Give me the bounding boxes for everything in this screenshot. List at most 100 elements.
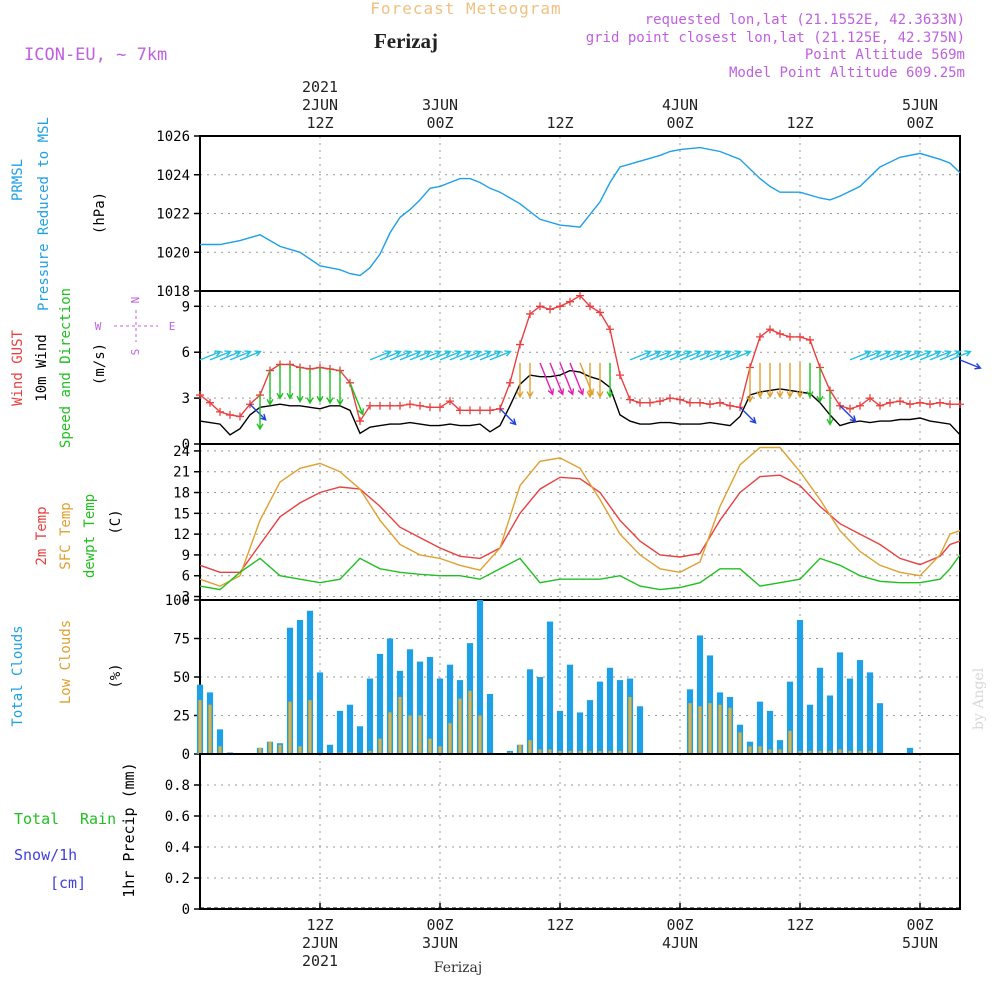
compass-icon: N S W E bbox=[95, 297, 176, 356]
top-tick-label: 12Z bbox=[546, 114, 573, 132]
temp-2m-line bbox=[199, 474, 961, 573]
wind-label-2: Speed and Direction bbox=[58, 288, 74, 448]
low-cloud-bar bbox=[258, 747, 262, 754]
wind-arrow bbox=[776, 362, 784, 399]
gust-marker bbox=[766, 325, 774, 334]
gust-marker bbox=[226, 410, 234, 419]
wind-arrow bbox=[859, 350, 882, 361]
wind-arrow bbox=[869, 350, 892, 361]
gust-marker bbox=[386, 401, 394, 410]
low-cloud-bar bbox=[268, 741, 272, 754]
wind-arrow bbox=[239, 350, 262, 361]
low-cloud-bar bbox=[458, 698, 462, 754]
total-cloud-bar bbox=[376, 653, 384, 754]
bottom-tick-label: 4JUN bbox=[662, 934, 698, 952]
header: Forecast Meteogram Ferizaj ICON-EU, ~ 7k… bbox=[24, 0, 987, 976]
total-cloud-bar bbox=[476, 600, 484, 754]
wind-arrow bbox=[439, 350, 462, 361]
low-cloud-bar bbox=[218, 746, 222, 754]
gust-marker bbox=[416, 401, 424, 410]
y-tick-label: 100 bbox=[165, 593, 190, 609]
gust-marker bbox=[436, 403, 444, 412]
low-cloud-bar bbox=[558, 750, 562, 754]
wind-arrow bbox=[579, 362, 595, 396]
top-tick-label: 4JUN bbox=[662, 96, 698, 114]
gust-marker bbox=[536, 302, 544, 311]
low-cloud-bar bbox=[548, 749, 552, 754]
wind-arrow bbox=[879, 350, 902, 361]
footer-station: Ferizaj bbox=[434, 960, 482, 976]
top-tick-label: 12Z bbox=[306, 114, 333, 132]
pressure-label-2: (hPa) bbox=[92, 192, 108, 234]
y-tick-label: 0.4 bbox=[165, 840, 190, 856]
total-cloud-bar bbox=[616, 680, 624, 754]
low-cloud-bar bbox=[738, 732, 742, 754]
wind-arrow bbox=[306, 369, 314, 405]
gust-marker bbox=[956, 400, 964, 409]
wind-arrow bbox=[649, 350, 672, 361]
total-cloud-bar bbox=[446, 664, 454, 754]
wind-arrow bbox=[286, 364, 294, 400]
gust-marker bbox=[656, 397, 664, 406]
y-tick-label: 9 bbox=[182, 548, 190, 564]
low-cloud-bar bbox=[748, 746, 752, 754]
total-cloud-bar bbox=[756, 701, 764, 754]
low-cloud-bar bbox=[578, 750, 582, 754]
total-cloud-bar bbox=[386, 638, 394, 754]
bottom-tick-label: 12Z bbox=[306, 916, 333, 934]
temp-label-3: (C) bbox=[108, 509, 124, 534]
gust-marker bbox=[626, 395, 634, 404]
wind-arrow bbox=[559, 362, 575, 396]
gust-marker bbox=[506, 378, 514, 387]
closest-coords: grid point closest lon,lat (21.125E, 42.… bbox=[586, 30, 965, 46]
gust-marker bbox=[376, 401, 384, 410]
wind-arrow bbox=[899, 350, 922, 361]
wind-arrow bbox=[909, 350, 932, 361]
gust-marker bbox=[546, 305, 554, 314]
gust-marker bbox=[946, 400, 954, 409]
y-tick-label: 1024 bbox=[156, 168, 190, 184]
total-cloud-bar bbox=[566, 664, 574, 754]
total-cloud-bar bbox=[326, 744, 334, 754]
gust-marker bbox=[916, 398, 924, 407]
cloud-label-0: Total Clouds bbox=[10, 625, 26, 726]
wind-arrow bbox=[516, 362, 524, 399]
panel-3: 3 6 9 12 15 18 21 24 bbox=[173, 443, 961, 606]
wind-arrow bbox=[786, 362, 794, 399]
low-cloud-bar bbox=[298, 746, 302, 754]
wind-arrow bbox=[606, 362, 614, 399]
total-cloud-bar bbox=[786, 681, 794, 754]
bottom-tick-label: 00Z bbox=[426, 916, 453, 934]
total-cloud-bar bbox=[876, 703, 884, 754]
total-cloud-bar bbox=[826, 695, 834, 754]
y-tick-label: 3 bbox=[182, 391, 190, 407]
low-cloud-bar bbox=[208, 704, 212, 754]
point-altitude: Point Altitude 569m bbox=[805, 47, 965, 63]
y-tick-label: 0.2 bbox=[165, 871, 190, 887]
y-tick-label: 1020 bbox=[156, 245, 190, 261]
temp-label-0: 2m Temp bbox=[34, 506, 50, 565]
total-cloud-bar bbox=[316, 672, 324, 754]
wind-arrow bbox=[266, 370, 274, 407]
total-cloud-bar bbox=[346, 704, 354, 754]
gust-marker bbox=[866, 394, 874, 403]
wind-arrow bbox=[326, 369, 334, 405]
total-cloud-bar bbox=[436, 678, 444, 754]
gust-marker bbox=[696, 398, 704, 407]
total-cloud-bar bbox=[636, 706, 644, 754]
total-cloud-bar bbox=[846, 678, 854, 754]
bottom-tick-label: 5JUN bbox=[902, 934, 938, 952]
total-cloud-bar bbox=[296, 620, 304, 754]
low-cloud-bar bbox=[818, 750, 822, 754]
low-cloud-bar bbox=[768, 749, 772, 754]
y-tick-label: 15 bbox=[173, 506, 190, 522]
cloud-label-1: Low Clouds bbox=[58, 620, 74, 704]
y-tick-label: 1018 bbox=[156, 284, 190, 300]
total-cloud-bar bbox=[356, 726, 364, 754]
wind-arrow bbox=[709, 350, 732, 361]
gust-marker bbox=[526, 309, 534, 318]
wind-arrow bbox=[199, 350, 222, 361]
gust-marker bbox=[426, 403, 434, 412]
